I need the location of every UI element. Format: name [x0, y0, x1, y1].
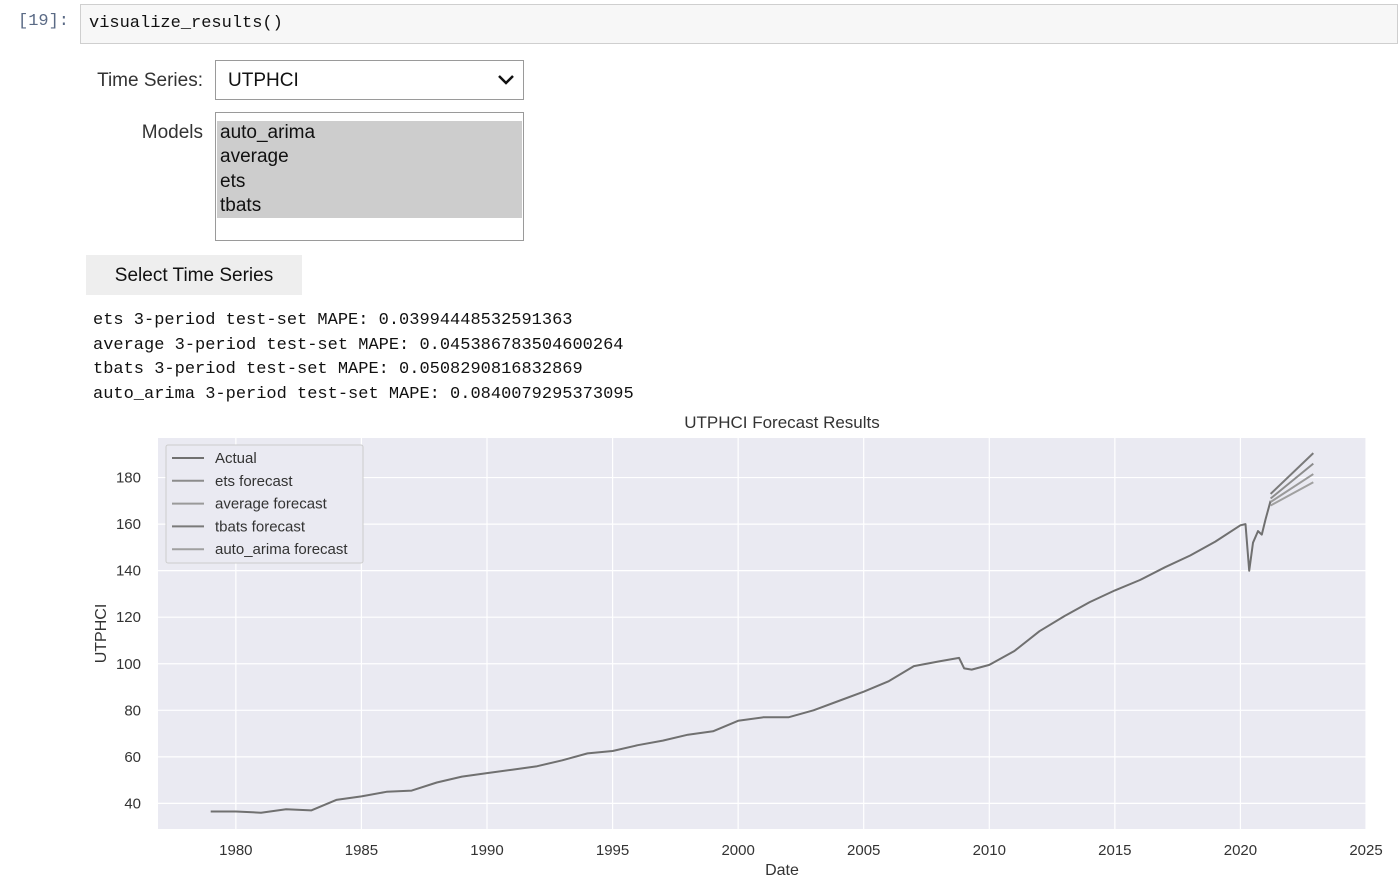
- time-series-label: Time Series:: [97, 70, 203, 91]
- x-tick-label: 2025: [1349, 842, 1382, 859]
- y-axis-title: UTPHCI: [93, 604, 110, 664]
- model-option[interactable]: tbats: [217, 193, 522, 218]
- series-line-auto_arima: [1270, 481, 1314, 507]
- code-text: visualize_results(): [89, 14, 283, 33]
- x-tick-label: 2010: [973, 842, 1006, 859]
- y-tick-labels: 40 60 80 100 120 140 160 180: [116, 470, 141, 813]
- y-tick-label: 120: [116, 609, 141, 626]
- model-option[interactable]: ets: [217, 169, 522, 194]
- x-tick-label: 2000: [721, 842, 754, 859]
- series-line-average: [1270, 473, 1314, 503]
- output-line: tbats 3-period test-set MAPE: 0.05082908…: [93, 360, 583, 380]
- select-time-series-button[interactable]: Select Time Series: [86, 255, 302, 295]
- y-tick-label: 80: [124, 702, 141, 719]
- legend-label: Actual: [215, 450, 257, 467]
- x-tick-label: 2015: [1098, 842, 1131, 859]
- output-line: auto_arima 3-period test-set MAPE: 0.084…: [93, 385, 634, 405]
- models-multiselect[interactable]: auto_arima average ets tbats: [215, 112, 524, 241]
- x-tick-label: 1990: [470, 842, 503, 859]
- time-series-value: UTPHCI: [228, 70, 299, 91]
- output-text: ets 3-period test-set MAPE: 0.0399444853…: [93, 309, 634, 408]
- y-tick-label: 140: [116, 563, 141, 580]
- x-tick-label: 1995: [596, 842, 629, 859]
- series-lines: [210, 452, 1314, 814]
- chevron-down-icon: [498, 75, 514, 85]
- code-cell[interactable]: visualize_results(): [80, 4, 1398, 44]
- legend-label: auto_arima forecast: [215, 541, 348, 558]
- series-line-tbats: [1269, 452, 1314, 495]
- forecast-chart: UTPHCI Forecast Results 1980 1985 1990 1995…: [93, 413, 1383, 879]
- legend-label: ets forecast: [215, 473, 293, 490]
- x-tick-label: 1980: [219, 842, 252, 859]
- y-tick-label: 60: [124, 749, 141, 766]
- legend-box: [165, 444, 364, 564]
- output-line: average 3-period test-set MAPE: 0.045386…: [93, 335, 624, 355]
- y-tick-label: 160: [116, 516, 141, 533]
- models-label: Models: [141, 122, 203, 143]
- y-tick-label: 180: [116, 470, 141, 487]
- y-tick-label: 40: [124, 795, 141, 812]
- cell-prompt: [19]:: [18, 12, 70, 31]
- output-line: ets 3-period test-set MAPE: 0.0399444853…: [93, 311, 573, 330]
- series-line-ets: [1269, 462, 1314, 500]
- x-tick-label: 2020: [1224, 842, 1257, 859]
- x-tick-labels: 1980 1985 1990 1995 2000 2005 2010 2015 2020 2025: [219, 842, 1383, 859]
- chart-title: UTPHCI Forecast Results: [684, 413, 880, 432]
- y-tick-label: 100: [116, 656, 141, 673]
- series-line-actual: [210, 500, 1272, 814]
- model-option[interactable]: auto_arima: [217, 121, 522, 146]
- x-axis-title: Date: [765, 862, 799, 879]
- legend-label: average forecast: [215, 496, 328, 513]
- legend-label: tbats forecast: [215, 518, 306, 535]
- model-option[interactable]: average: [217, 145, 522, 170]
- x-tick-label: 1985: [345, 842, 378, 859]
- time-series-dropdown[interactable]: UTPHCI: [215, 60, 524, 100]
- models-option-list: auto_arima average ets tbats: [217, 121, 522, 218]
- legend: Actual ets forecast average forecast tbats …: [165, 444, 364, 564]
- x-tick-label: 2005: [847, 842, 880, 859]
